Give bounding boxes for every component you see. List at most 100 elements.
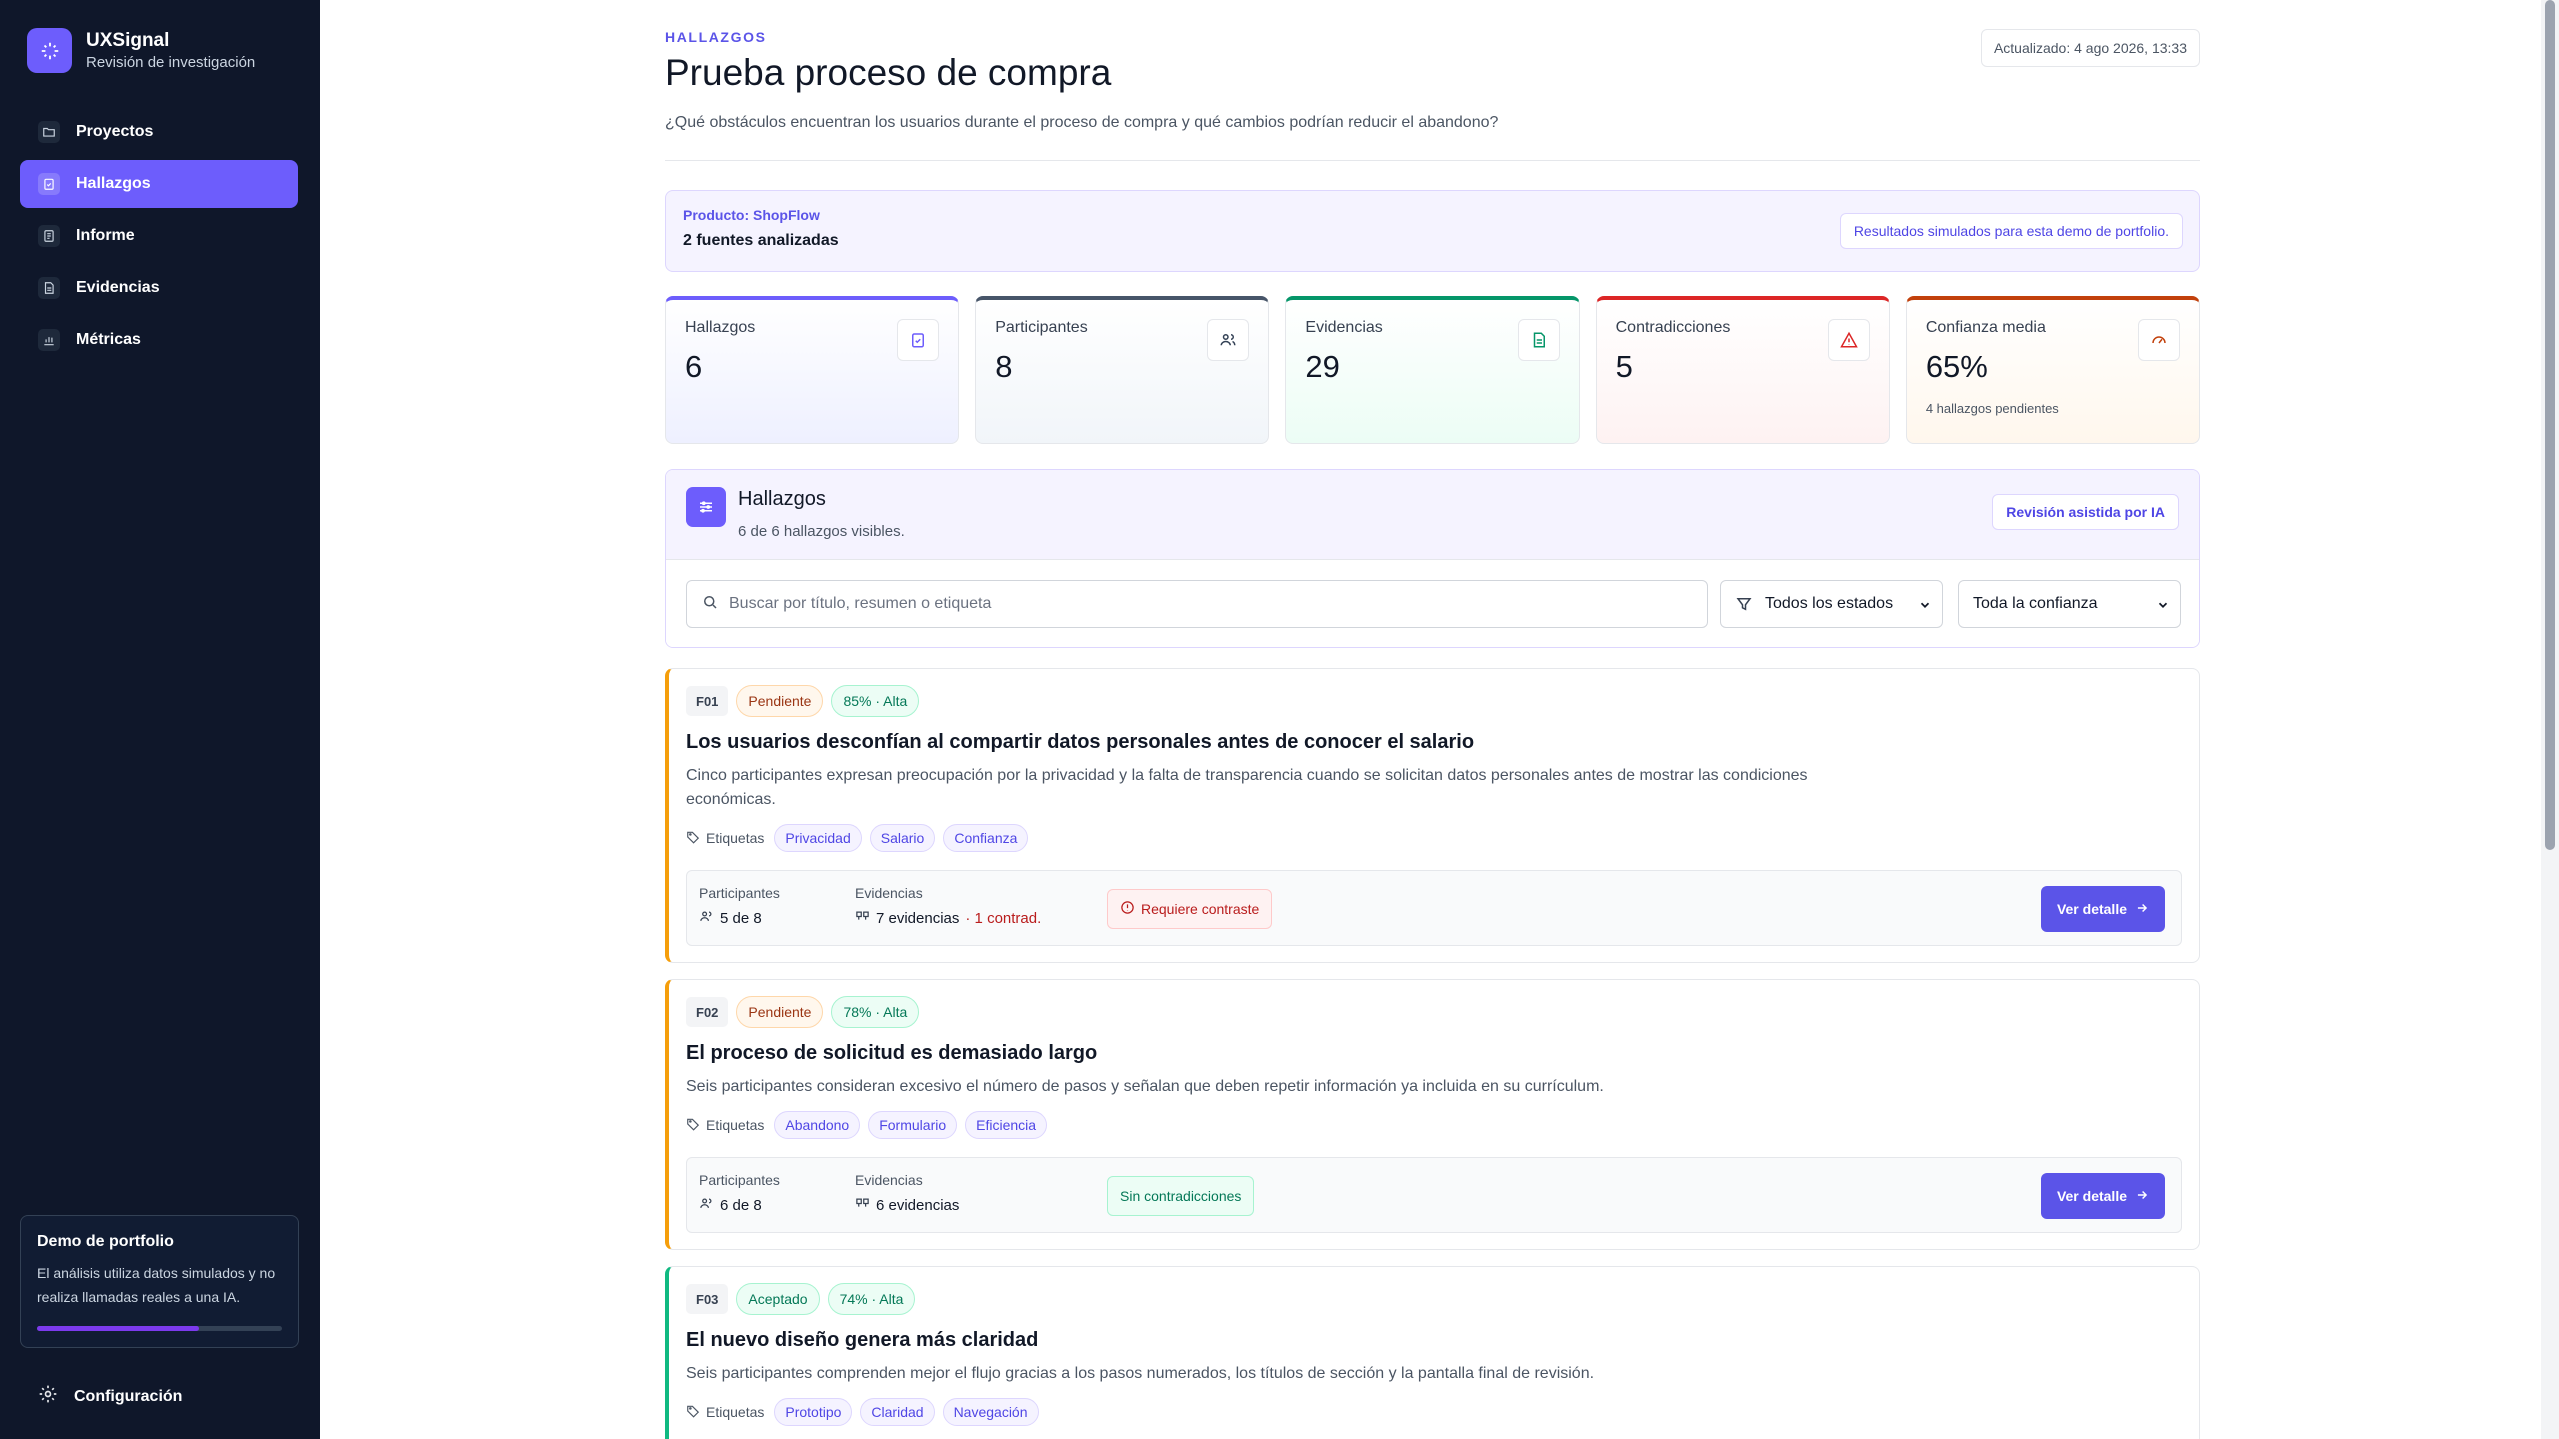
tag-chip[interactable]: Prototipo	[774, 1398, 853, 1426]
finding-badges: F02 Pendiente 78% · Alta	[686, 996, 2182, 1028]
sparkles-logo-icon	[27, 28, 72, 73]
ai-review-button[interactable]: Revisión asistida por IA	[1992, 494, 2179, 530]
divider	[665, 160, 2200, 161]
gear-icon	[38, 1384, 58, 1409]
sidebar-item-label: Métricas	[76, 331, 141, 348]
tag-chip[interactable]: Navegación	[942, 1398, 1039, 1426]
finding-summary: Cinco participantes expresan preocupació…	[686, 767, 1808, 808]
stat-label: Participantes	[995, 319, 1088, 336]
finding-badges: F03 Aceptado 74% · Alta	[686, 1283, 2182, 1315]
confidence-filter-value: Toda la confianza	[1973, 595, 2098, 612]
chevron-down-icon	[2156, 598, 2170, 617]
tags-label-text: Etiquetas	[706, 830, 765, 846]
view-detail-button[interactable]: Ver detalle	[2040, 1173, 2165, 1219]
users-icon	[1207, 319, 1250, 361]
product-name: Producto: ShopFlow	[683, 207, 820, 223]
finding-title: El proceso de solicitud es demasiado lar…	[686, 1042, 1098, 1064]
sidebar-item-metricas[interactable]: Métricas	[20, 316, 298, 364]
participants-value: 5 de 8	[720, 910, 762, 927]
contradiction-count: · 1 contrad.	[965, 910, 1042, 927]
tag-chip[interactable]: Abandono	[774, 1111, 861, 1139]
finding-card: F03 Aceptado 74% · Alta El nuevo diseño …	[665, 1266, 2200, 1439]
chevron-down-icon	[1918, 598, 1932, 617]
tag-chip[interactable]: Salario	[869, 824, 936, 852]
report-icon	[38, 225, 60, 247]
scrollbar-thumb[interactable]	[2545, 0, 2555, 850]
no-contradictions-flag: Sin contradicciones	[1107, 1176, 1255, 1216]
sidebar-item-label: Evidencias	[76, 279, 160, 296]
participants-label: Participantes	[699, 1172, 780, 1188]
filter-icon	[1735, 595, 1753, 618]
confidence-badge: 85% · Alta	[831, 685, 920, 717]
brand[interactable]: UXSignal Revisión de investigación	[27, 28, 255, 73]
detail-button-label: Ver detalle	[2056, 1188, 2127, 1204]
page-title: Prueba proceso de compra	[665, 52, 1112, 93]
clipboard-check-icon	[38, 173, 60, 195]
arrow-right-icon	[2135, 1188, 2149, 1205]
evidence-label: Evidencias	[855, 1172, 923, 1188]
requires-contrast-flag: Requiere contraste	[1107, 889, 1273, 929]
participants-block: Participantes 6 de 8	[699, 1172, 780, 1215]
view-detail-button[interactable]: Ver detalle	[2040, 886, 2165, 932]
stat-card-confianza: Confianza media 65% 4 hallazgos pendient…	[1905, 296, 2201, 444]
participants-label: Participantes	[699, 885, 780, 901]
search-input[interactable]	[729, 595, 1689, 613]
finding-tags: Etiquetas Abandono Formulario Eficiencia	[686, 1111, 2182, 1139]
finding-summary: Seis participantes consideran excesivo e…	[686, 1078, 1604, 1095]
alert-triangle-icon	[1827, 319, 1870, 361]
stat-note: 4 hallazgos pendientes	[1925, 401, 2059, 416]
tag-chip[interactable]: Confianza	[943, 824, 1029, 852]
tag-chip[interactable]: Formulario	[868, 1111, 958, 1139]
tag-icon	[686, 1117, 700, 1134]
finding-title: Los usuarios desconfían al compartir dat…	[686, 731, 1475, 753]
clipboard-icon	[897, 319, 940, 361]
detail-button-label: Ver detalle	[2056, 901, 2127, 917]
status-badge: Aceptado	[736, 1283, 820, 1315]
tag-chip[interactable]: Claridad	[860, 1398, 935, 1426]
finding-summary: Seis participantes comprenden mejor el f…	[686, 1365, 1595, 1382]
sidebar-item-informe[interactable]: Informe	[20, 212, 298, 260]
tags-label-text: Etiquetas	[706, 1117, 765, 1133]
finding-tags: Etiquetas Privacidad Salario Confianza	[686, 824, 2182, 852]
finding-footer: Participantes 6 de 8 Evidencias 6 eviden…	[686, 1157, 2182, 1233]
flag-label: Sin contradicciones	[1120, 1188, 1242, 1204]
page-scrollbar[interactable]	[2541, 0, 2559, 1439]
product-sources: 2 fuentes analizadas	[683, 232, 839, 249]
settings-link[interactable]: Configuración	[38, 1384, 182, 1409]
stat-label: Contradicciones	[1615, 319, 1731, 336]
confidence-filter-select[interactable]: Toda la confianza	[1958, 580, 2181, 628]
stat-value: 8	[995, 349, 1013, 384]
tags-label: Etiquetas	[686, 1404, 764, 1421]
sliders-icon	[686, 487, 726, 527]
file-icon	[1517, 319, 1560, 361]
sidebar-item-label: Hallazgos	[76, 175, 151, 192]
tag-chip[interactable]: Eficiencia	[965, 1111, 1048, 1139]
findings-panel: Hallazgos 6 de 6 hallazgos visibles. Rev…	[665, 469, 2200, 648]
search-box[interactable]	[686, 580, 1708, 628]
quote-icon	[855, 909, 870, 928]
finding-id: F02	[686, 997, 729, 1027]
evidence-value: 7 evidencias	[876, 910, 960, 927]
quote-icon	[855, 1196, 870, 1215]
product-banner: Producto: ShopFlow 2 fuentes analizadas …	[665, 190, 2200, 272]
finding-footer: Participantes 5 de 8 Evidencias 7 eviden…	[686, 870, 2182, 946]
app-subtitle: Revisión de investigación	[86, 53, 256, 71]
sidebar-item-proyectos[interactable]: Proyectos	[20, 108, 298, 156]
findings-panel-header: Hallazgos 6 de 6 hallazgos visibles. Rev…	[666, 470, 2199, 560]
users-icon	[699, 1196, 714, 1215]
stat-value: 5	[1615, 349, 1633, 384]
sidebar-item-evidencias[interactable]: Evidencias	[20, 264, 298, 312]
tag-chip[interactable]: Privacidad	[774, 824, 862, 852]
stat-card-hallazgos: Hallazgos 6	[665, 296, 960, 444]
participants-value: 6 de 8	[720, 1197, 762, 1214]
status-filter-select[interactable]: Todos los estados	[1720, 580, 1943, 628]
stat-value: 29	[1305, 349, 1340, 384]
stat-value: 65%	[1925, 349, 1988, 384]
sidebar: UXSignal Revisión de investigación Proye…	[0, 0, 320, 1439]
finding-badges: F01 Pendiente 85% · Alta	[686, 685, 2182, 717]
stat-label: Hallazgos	[685, 319, 756, 336]
confidence-badge: 78% · Alta	[831, 996, 920, 1028]
sidebar-item-hallazgos[interactable]: Hallazgos	[20, 160, 298, 208]
folder-icon	[38, 121, 60, 143]
stat-label: Confianza media	[1925, 319, 2046, 336]
